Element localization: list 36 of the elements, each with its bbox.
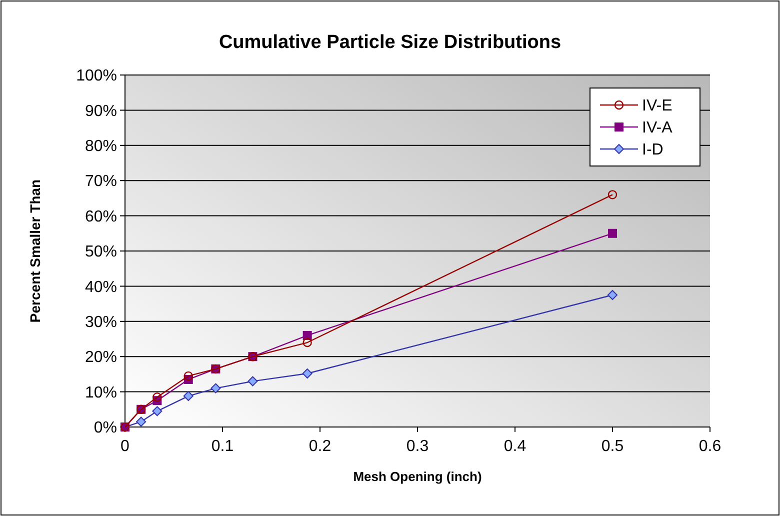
y-tick-label: 50% (84, 244, 117, 261)
point (152, 392, 162, 402)
x-tick-label: 0.2 (308, 438, 332, 455)
y-tick-label: 0% (94, 420, 117, 437)
point (210, 383, 221, 394)
x-tick-label: 0.1 (211, 438, 234, 455)
point (302, 338, 312, 348)
chart-title: Cumulative Particle Size Distributions (218, 32, 562, 53)
y-axis-title: Percent Smaller Than (27, 179, 43, 323)
y-tick-label: 80% (84, 138, 117, 155)
x-tick-label: 0.3 (406, 438, 429, 455)
y-tick-label: 60% (84, 208, 117, 226)
y-tick-label: 100% (76, 68, 117, 85)
legend-label: IV-A (642, 120, 673, 137)
y-tick-label: 90% (84, 102, 117, 120)
legend-label: IV-E (642, 98, 672, 115)
y-tick-label: 10% (84, 384, 117, 402)
point (608, 228, 617, 238)
x-tick-label: 0.5 (601, 438, 624, 455)
point (302, 368, 312, 378)
point (608, 290, 618, 300)
point (184, 371, 193, 381)
y-tick-label: 30% (84, 314, 117, 331)
point (183, 391, 194, 402)
x-tick-label: 0.4 (504, 438, 526, 455)
y-tick-label: 20% (84, 349, 117, 366)
x-tick-label: 0.6 (698, 438, 722, 455)
point (248, 376, 258, 386)
y-tick-label: 40% (84, 278, 117, 296)
x-axis-title: Mesh Opening (inch) (353, 469, 482, 484)
point (136, 416, 146, 427)
x-tick-label: 0 (120, 438, 130, 455)
point (608, 190, 618, 200)
point (152, 406, 162, 416)
y-tick-label: 70% (84, 173, 117, 190)
legend-label: I-D (642, 142, 664, 159)
